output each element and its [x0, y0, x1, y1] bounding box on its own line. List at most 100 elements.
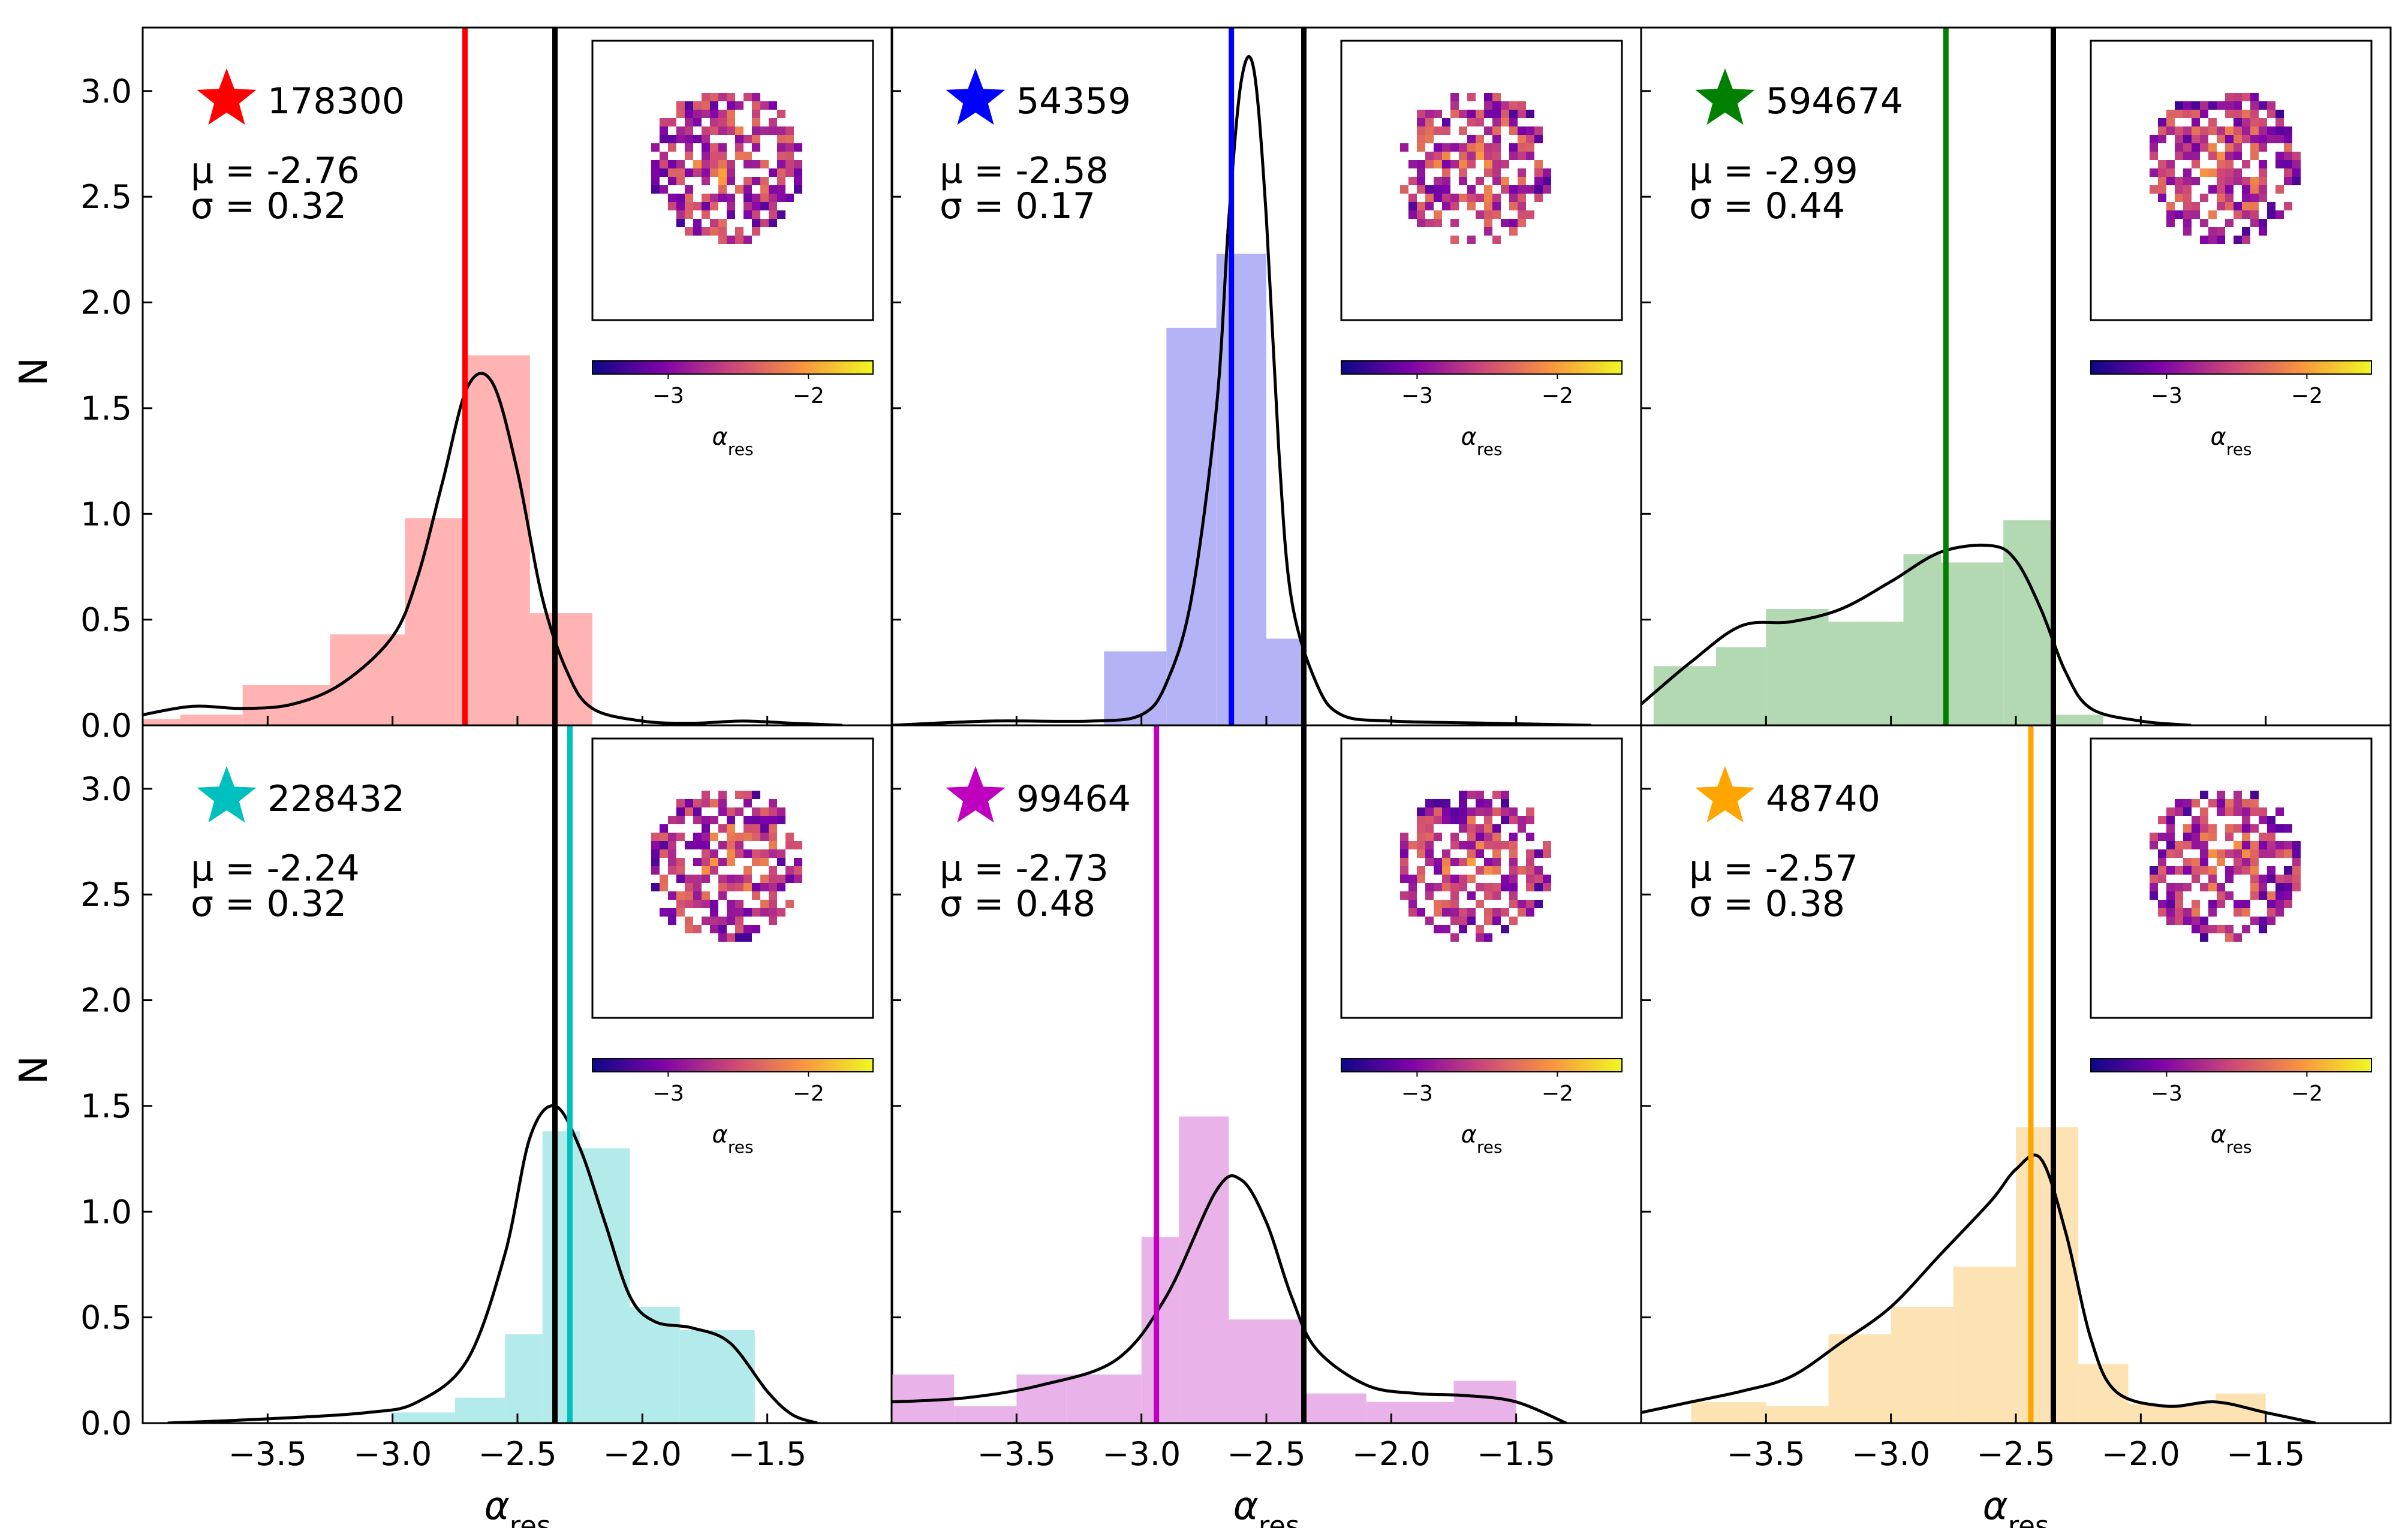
inset-map-pixel — [2292, 858, 2301, 866]
inset-map-pixel — [2200, 933, 2208, 942]
inset-map-pixel — [710, 160, 718, 168]
inset-map-pixel — [1501, 908, 1509, 917]
inset-map-pixel — [1509, 841, 1518, 849]
kde-curve — [143, 372, 842, 725]
inset-map-pixel — [727, 168, 735, 177]
inset-map-pixel — [1484, 219, 1492, 227]
inset-map-pixel — [1442, 908, 1450, 917]
inset-map-pixel — [2200, 168, 2208, 177]
inset-map-pixel — [769, 118, 777, 126]
inset-map-pixel — [2225, 925, 2234, 933]
inset-map-pixel — [2208, 168, 2217, 177]
inset-map-pixel — [769, 194, 777, 202]
inset-map-pixel — [1434, 177, 1442, 185]
inset-map-pixel — [1459, 791, 1467, 799]
inset-map-pixel — [744, 194, 752, 202]
inset-map-pixel — [2217, 227, 2225, 236]
inset-map-pixel — [702, 177, 710, 185]
hist-bar — [467, 355, 530, 725]
inset-map-pixel — [2267, 908, 2275, 917]
inset-map-pixel — [2192, 866, 2200, 875]
inset-map-pixel — [685, 101, 693, 110]
inset-map-pixel — [660, 152, 668, 160]
inset-map-pixel — [752, 135, 760, 143]
inset-map-pixel — [777, 858, 785, 866]
inset-map-pixel — [2242, 118, 2250, 126]
inset-map-pixel — [727, 126, 735, 135]
inset-map-pixel — [2242, 866, 2250, 875]
inset-map-pixel — [752, 177, 760, 185]
inset-map-pixel — [2158, 177, 2166, 185]
inset-map-pixel — [1467, 194, 1476, 202]
inset-map-pixel — [1484, 168, 1492, 177]
inset-map-pixel — [744, 799, 752, 807]
inset-map-pixel — [2250, 118, 2259, 126]
inset-map-pixel — [794, 858, 802, 866]
inset-map-pixel — [702, 227, 710, 236]
inset-map-pixel — [735, 185, 744, 194]
inset-map-pixel — [685, 202, 693, 210]
inset-map-pixel — [1434, 160, 1442, 168]
inset-map-pixel — [685, 900, 693, 908]
inset-map-pixel — [1534, 185, 1543, 194]
inset-map-pixel — [744, 833, 752, 841]
hist-bar — [1453, 1381, 1516, 1423]
inset-map-pixel — [1459, 168, 1467, 177]
inset-map-pixel — [1543, 841, 1551, 849]
inset-map-pixel — [794, 866, 802, 875]
inset-map-pixel — [2183, 185, 2192, 194]
inset-map-pixel — [1450, 917, 1459, 925]
inset-map-pixel — [2200, 101, 2208, 110]
inset-map-pixel — [1408, 891, 1417, 900]
inset-map-pixel — [2192, 202, 2200, 210]
inset-map-pixel — [1492, 93, 1501, 101]
inset-map-pixel — [2259, 101, 2267, 110]
sigma-annotation: σ = 0.44 — [1689, 185, 1845, 227]
inset-map-pixel — [727, 824, 735, 833]
inset-map-pixel — [702, 824, 710, 833]
inset-map-pixel — [2217, 202, 2225, 210]
inset-map-pixel — [2208, 118, 2217, 126]
inset-map-pixel — [2259, 126, 2267, 135]
inset-map-pixel — [1526, 110, 1534, 118]
inset-map-pixel — [2192, 126, 2200, 135]
inset-map-pixel — [1442, 202, 1450, 210]
inset-map-pixel — [693, 841, 702, 849]
inset-map-pixel — [727, 807, 735, 816]
inset-map-pixel — [2267, 202, 2275, 210]
inset-map-pixel — [1450, 194, 1459, 202]
inset-map-pixel — [702, 93, 710, 101]
inset-map-pixel — [2166, 891, 2175, 900]
inset-map-pixel — [1526, 849, 1534, 858]
hist-bar — [1766, 1406, 1829, 1423]
inset-map-pixel — [2217, 791, 2225, 799]
inset-map-pixel — [685, 126, 693, 135]
colorbar-tick-label: −3 — [652, 384, 684, 408]
inset-map-pixel — [2183, 219, 2192, 227]
inset-map-pixel — [1442, 866, 1450, 875]
inset-map-pixel — [727, 194, 735, 202]
inset-map-pixel — [1450, 833, 1459, 841]
inset-map-pixel — [1450, 807, 1459, 816]
inset-map-pixel — [1459, 908, 1467, 917]
hist-bar — [1828, 622, 1904, 725]
x-axis-label: αres — [1983, 1484, 2049, 1528]
star-marker-icon — [1695, 68, 1755, 125]
inset-map-pixel — [1526, 883, 1534, 891]
inset-map-pixel — [769, 185, 777, 194]
inset-map-pixel — [760, 194, 769, 202]
inset-map-pixel — [1425, 849, 1434, 858]
hist-bar — [954, 1406, 1017, 1423]
inset-map-pixel — [2242, 110, 2250, 118]
inset-map-pixel — [1408, 194, 1417, 202]
plot-area-594674 — [1641, 28, 2191, 725]
inset-map-pixel — [2250, 152, 2259, 160]
inset-map-pixel — [1476, 807, 1484, 816]
inset-map-pixel — [769, 126, 777, 135]
inset-map-pixel — [710, 833, 718, 841]
inset-map-pixel — [1484, 933, 1492, 942]
inset-map-pixel — [2234, 135, 2242, 143]
inset-map-pixel — [2192, 833, 2200, 841]
inset-map-pixel — [2242, 210, 2250, 219]
inset-map-pixel — [685, 807, 693, 816]
